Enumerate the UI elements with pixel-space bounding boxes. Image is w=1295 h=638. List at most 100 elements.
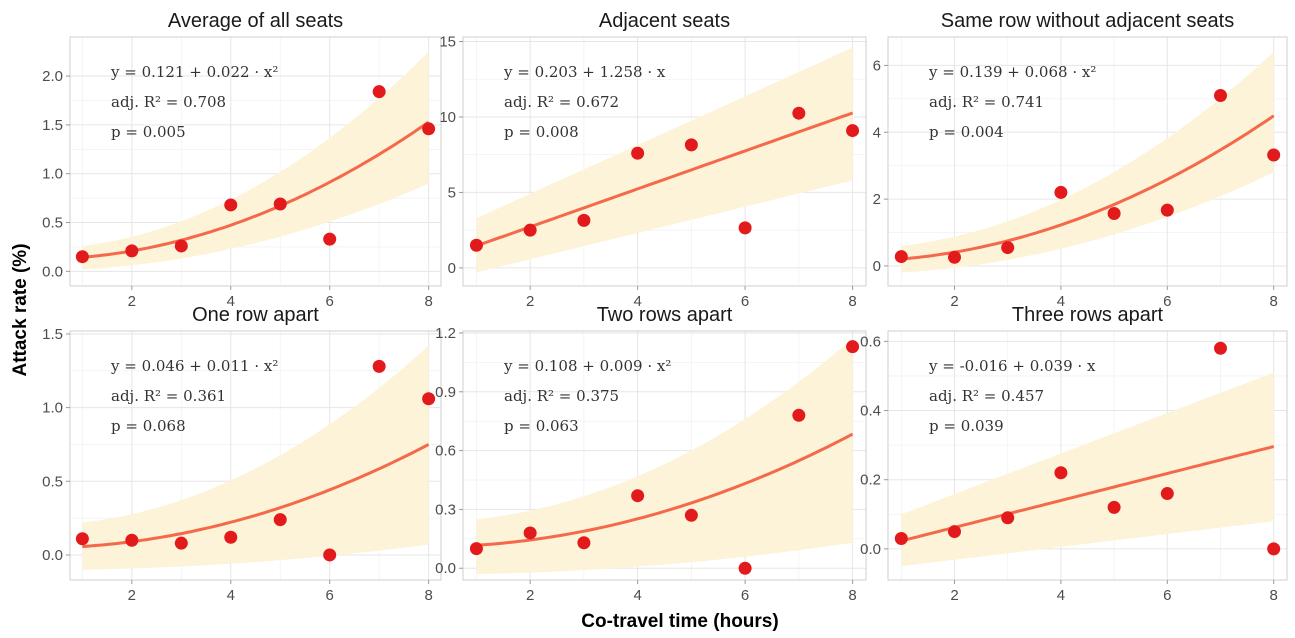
y-tick-label: 4 — [873, 124, 881, 141]
equation-label: y = 0.046 + 0.011 · x² — [110, 357, 278, 375]
y-tick-label: 1.5 — [42, 117, 63, 134]
confidence-band — [82, 345, 429, 570]
data-point — [631, 146, 645, 160]
y-tick-label: 5 — [448, 184, 456, 201]
data-point — [792, 106, 806, 120]
r-squared-label: adj. R² = 0.375 — [504, 387, 619, 405]
p-value-label: p = 0.063 — [504, 417, 579, 435]
x-tick-label: 8 — [1270, 587, 1278, 604]
data-point — [948, 250, 961, 264]
data-point — [1160, 487, 1174, 501]
x-tick-label: 4 — [227, 587, 235, 604]
y-tick-label: 0.3 — [435, 501, 456, 518]
equation-label: y = 0.121 + 0.022 · x² — [110, 63, 278, 81]
confidence-band — [901, 52, 1274, 273]
data-point — [846, 340, 860, 354]
panel-title: Same row without adjacent seats — [941, 10, 1235, 32]
y-tick-label: 1.0 — [42, 166, 63, 183]
data-point — [1267, 542, 1281, 556]
y-tick-label: 1.5 — [42, 326, 63, 343]
equation-label: y = 0.108 + 0.009 · x² — [503, 357, 671, 375]
x-tick-label: 2 — [526, 587, 534, 604]
r-squared-label: adj. R² = 0.708 — [111, 93, 226, 111]
data-point — [738, 221, 752, 235]
data-point — [323, 548, 337, 562]
panels: 0.0 0.5 1.0 1.5 2.0 2 4 6 8 Average of all seats y… — [42, 10, 1288, 604]
data-point — [469, 542, 483, 556]
x-axis-title: Co-travel time (hours) — [581, 611, 778, 632]
x-tick-label: 6 — [1163, 587, 1171, 604]
x-tick-label: 2 — [128, 587, 136, 604]
data-point — [1054, 185, 1068, 199]
confidence-band — [476, 47, 853, 273]
panel-border — [887, 330, 1288, 581]
panel-border — [69, 330, 442, 581]
data-point — [75, 532, 89, 546]
y-tick-label: 0.6 — [860, 333, 881, 350]
x-tick-label: 8 — [424, 293, 432, 310]
data-point — [894, 532, 908, 545]
y-tick-label: 0.5 — [42, 473, 63, 490]
panel-6: 0.0 0.2 0.4 0.6 2 4 6 8 Three rows apart y = -0.0… — [860, 304, 1288, 604]
panel-2: 0 5 10 15 2 4 6 8 Adjacent seats y = 0.203 + 1.25… — [439, 10, 867, 310]
data-point — [577, 536, 591, 550]
data-point — [125, 244, 139, 258]
p-value-label: p = 0.005 — [111, 123, 186, 141]
data-point — [1214, 88, 1227, 102]
x-tick-label: 4 — [227, 293, 235, 310]
data-point — [846, 124, 860, 138]
equation-label: y = 0.139 + 0.068 · x² — [928, 63, 1096, 81]
data-point — [631, 489, 645, 503]
panel-5: 0.0 0.3 0.6 0.9 1.2 2 4 6 8 Two rows apart y = 0.1… — [435, 304, 867, 604]
x-tick-label: 6 — [741, 587, 749, 604]
y-tick-label: 15 — [439, 34, 456, 51]
y-tick-label: 6 — [873, 57, 881, 74]
data-point — [1107, 206, 1121, 220]
x-tick-label: 4 — [633, 587, 641, 604]
data-point — [1054, 466, 1068, 480]
data-point — [523, 223, 537, 237]
data-point — [75, 250, 89, 264]
data-point — [577, 213, 591, 227]
panel-title: Three rows apart — [1012, 304, 1164, 326]
data-point — [174, 536, 188, 550]
equation-label: y = -0.016 + 0.039 · x — [928, 357, 1096, 375]
panel-4: 0.0 0.5 1.0 1.5 2 4 6 8 One row apart y = 0.046 +… — [42, 304, 442, 604]
data-point — [125, 533, 139, 547]
data-point — [1214, 341, 1227, 355]
y-tick-label: 0.0 — [860, 541, 881, 558]
data-point — [224, 198, 238, 212]
y-tick-label: 0.5 — [42, 215, 63, 232]
x-tick-label: 4 — [1057, 587, 1065, 604]
y-tick-label: 0.4 — [860, 403, 881, 420]
y-tick-label: 0.6 — [435, 443, 456, 460]
y-tick-label: 0.9 — [435, 384, 456, 401]
data-point — [1267, 148, 1281, 162]
data-point — [684, 508, 698, 522]
y-tick-label: 2.0 — [42, 68, 63, 85]
panel-1: 0.0 0.5 1.0 1.5 2.0 2 4 6 8 Average of all seats y… — [42, 10, 442, 310]
data-point — [1001, 241, 1015, 255]
panel-border — [462, 330, 867, 581]
fit-line — [900, 445, 1275, 543]
x-tick-label: 4 — [1057, 293, 1065, 310]
x-tick-label: 6 — [326, 587, 334, 604]
fit-line — [82, 120, 430, 259]
y-axis-title: Attack rate (%) — [10, 243, 31, 376]
y-tick-label: 0.0 — [435, 560, 456, 577]
data-point — [684, 138, 698, 152]
p-value-label: p = 0.068 — [111, 417, 186, 435]
fit-line — [82, 443, 430, 549]
fit-line — [901, 114, 1275, 261]
data-point — [1001, 511, 1015, 525]
data-point — [273, 197, 287, 211]
data-point — [174, 239, 188, 253]
panel-title: Two rows apart — [597, 304, 733, 326]
panel-title: Adjacent seats — [599, 10, 730, 32]
panel-border — [462, 36, 867, 287]
x-tick-label: 6 — [326, 293, 334, 310]
data-point — [273, 513, 287, 527]
data-point — [738, 561, 752, 575]
data-point — [948, 525, 961, 539]
